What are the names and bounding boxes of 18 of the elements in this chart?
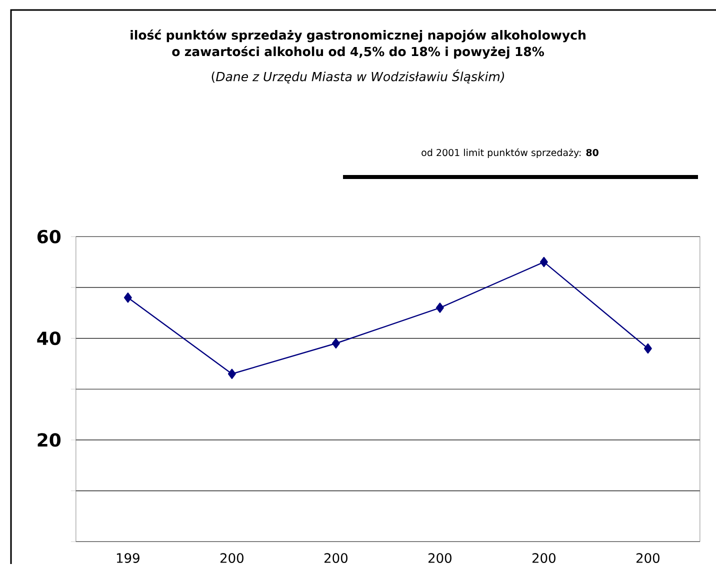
text: od 2001 limit punktów sprzedaży: 80 <box>422 148 598 158</box>
point <box>124 292 132 303</box>
point <box>540 256 548 267</box>
x-tick-label: 199 <box>116 552 140 563</box>
y-tick-label: 40 <box>37 331 61 345</box>
y-tick-label: 20 <box>38 433 61 447</box>
x-tick-label: 200 <box>324 552 348 563</box>
point <box>436 302 444 313</box>
y-tick-label: 60 <box>37 230 61 244</box>
point <box>644 343 652 354</box>
x-tick-label: 200 <box>220 552 244 563</box>
chart-title: ilość punktów sprzedaży gastronomicznej napojów alkoholowych o zawartości alkoholu od 4,5% do 18% i powyżej 18% <box>130 29 586 59</box>
x-tick-label: 200 <box>532 552 556 563</box>
x-tick-label: 200 <box>636 552 660 563</box>
chart-subtitle: (Dane z Urzędu Miasta w Wodzisławiu Śląskim) <box>212 69 504 84</box>
point <box>332 338 340 348</box>
point <box>228 368 236 379</box>
x-tick-label: 200 <box>428 552 452 563</box>
